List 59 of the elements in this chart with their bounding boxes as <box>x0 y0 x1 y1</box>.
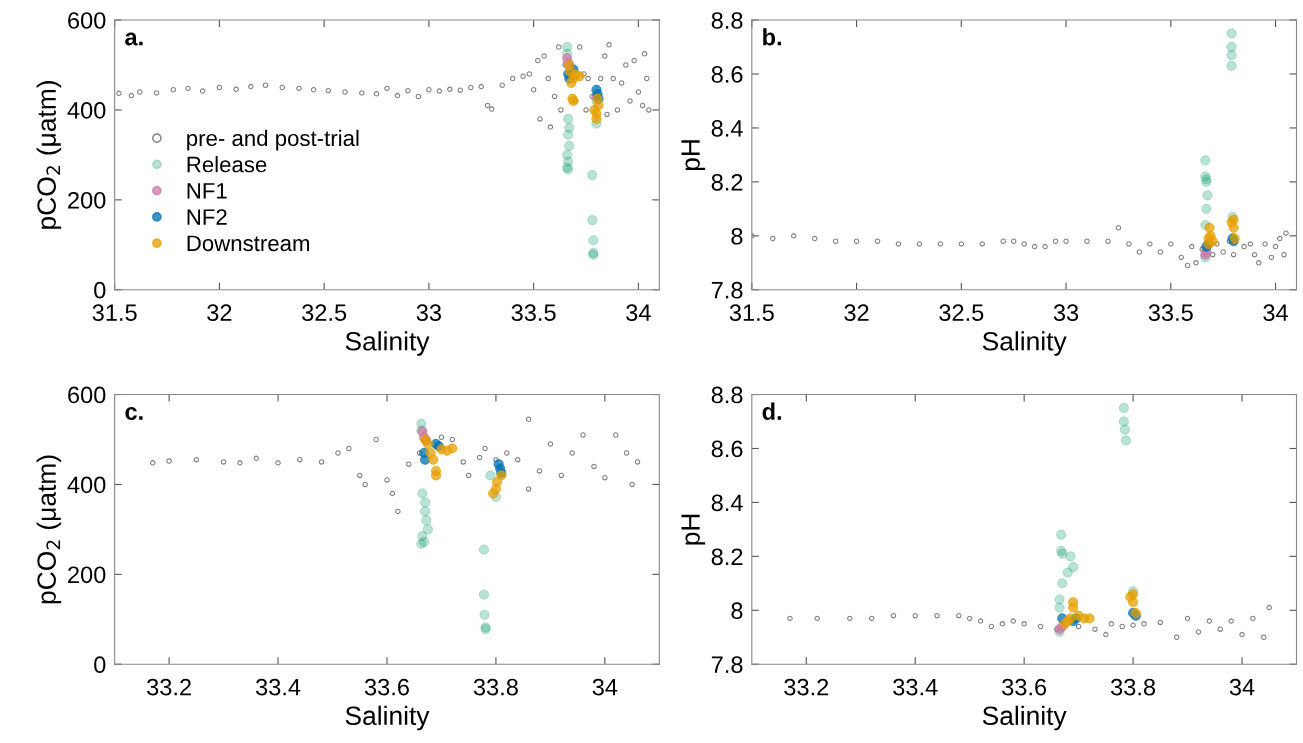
y-tick-label: 8 <box>731 227 743 245</box>
y-axis-title: pCO$_{2}$ (μatm) <box>36 81 62 229</box>
x-tick-label: 33.8 <box>473 678 518 696</box>
y-tick-label: 8 <box>731 602 743 620</box>
x-tick-label: 33 <box>416 304 441 321</box>
y-tick-label: 8.8 <box>711 12 743 29</box>
y-tick-label: 8.4 <box>711 120 743 137</box>
y-axis-title: pCO$_{2}$ (μatm) <box>36 455 62 604</box>
annotation: a. <box>125 32 143 46</box>
annotation: b. <box>763 28 781 46</box>
legend-label: pre- and post-trial <box>187 129 359 151</box>
x-axis-title: Salinity <box>345 331 430 356</box>
y-tick-label: 8.6 <box>711 66 743 83</box>
x-tick-label: 32 <box>207 304 232 321</box>
x-tick-label: 33.5 <box>1148 304 1193 321</box>
y-tick-label: 8.2 <box>711 548 743 566</box>
y-tick-label: 8.6 <box>711 440 743 458</box>
x-tick-label: 33.6 <box>1002 678 1047 696</box>
x-axis-title: Salinity <box>982 331 1067 356</box>
x-tick-label: 34 <box>1229 678 1255 696</box>
y-axis-title: pH <box>681 140 706 171</box>
y-tick-label: 600 <box>68 386 106 404</box>
x-tick-label: 34 <box>1263 304 1288 321</box>
annotation: c. <box>125 407 143 420</box>
x-tick-label: 33.4 <box>255 678 301 696</box>
legend-label: Release <box>187 156 267 173</box>
x-tick-label: 33 <box>1053 304 1079 321</box>
legend-label: NF2 <box>187 209 227 225</box>
y-tick-label: 7.8 <box>711 656 743 674</box>
x-tick-label: 31.5 <box>92 304 137 321</box>
x-tick-label: 31.5 <box>729 304 774 321</box>
y-tick-label: 600 <box>68 12 106 29</box>
x-tick-label: 32 <box>844 304 869 321</box>
y-tick-label: 400 <box>67 102 106 119</box>
x-axis-title: Salinity <box>345 705 430 731</box>
x-tick-label: 32.5 <box>939 304 984 321</box>
x-tick-label: 33.2 <box>147 678 191 696</box>
y-tick-label: 400 <box>67 476 106 494</box>
y-tick-label: 7.8 <box>711 281 743 299</box>
x-axis-title: Salinity <box>982 705 1067 731</box>
x-tick-label: 33.8 <box>1111 678 1156 696</box>
x-tick-label: 33.5 <box>511 304 556 321</box>
x-tick-label: 34 <box>626 304 651 321</box>
y-tick-label: 0 <box>94 281 106 299</box>
y-tick-label: 200 <box>68 191 106 209</box>
x-tick-label: 33.2 <box>784 678 829 696</box>
x-tick-label: 33.4 <box>893 678 938 696</box>
annotation: d. <box>762 402 781 420</box>
legend-label: NF1 <box>187 183 227 199</box>
x-tick-label: 32.5 <box>302 304 347 321</box>
x-tick-label: 34 <box>592 678 618 696</box>
y-tick-label: 8.4 <box>711 494 743 512</box>
y-tick-label: 200 <box>68 566 106 584</box>
y-axis-title: pH <box>681 514 706 545</box>
y-tick-label: 0 <box>94 656 106 674</box>
legend-label: Downstream <box>187 235 310 252</box>
x-tick-label: 33.6 <box>364 678 409 696</box>
y-tick-label: 8.8 <box>711 386 743 404</box>
y-tick-label: 8.2 <box>711 173 743 191</box>
